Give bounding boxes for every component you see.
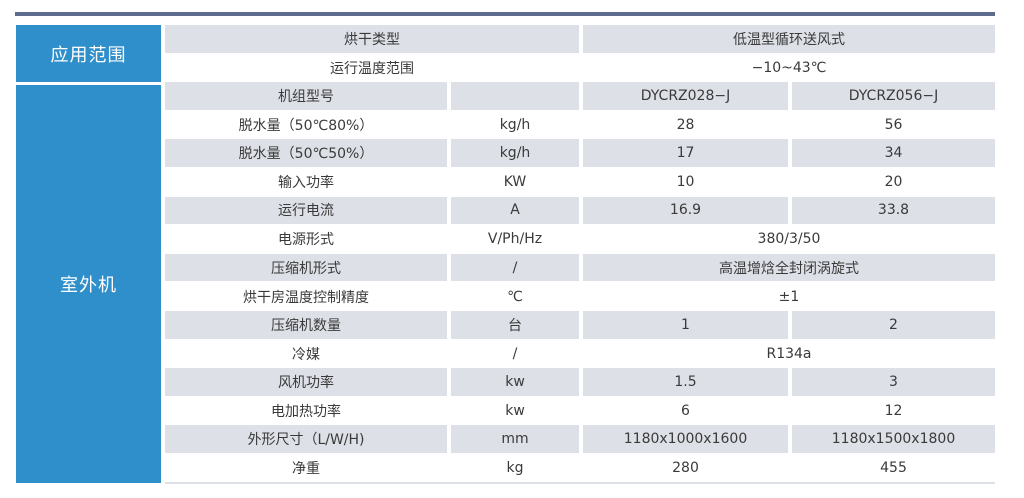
spec-value: 33.8 <box>792 196 995 225</box>
spec-label: 压缩机形式 <box>165 253 447 282</box>
spec-value: 17 <box>583 139 788 167</box>
spec-value: DYCRZ028−J <box>583 82 788 110</box>
spec-label: 外形尺寸（L/W/H) <box>165 425 447 453</box>
spec-value: 28 <box>676 117 695 134</box>
section-outdoor-unit: 室外机 <box>16 85 161 483</box>
spec-label: 输入功率 <box>278 175 334 192</box>
top-divider <box>15 12 995 16</box>
bottom-divider <box>165 482 995 484</box>
spec-value: 10 <box>676 174 695 191</box>
spec-unit: / <box>512 345 518 362</box>
table-row: 输入功率 KW 10 20 <box>165 168 995 197</box>
spec-value: DYCRZ056−J <box>792 82 995 110</box>
spec-unit: kw <box>505 403 525 420</box>
table-row: 烘干房温度控制精度 ℃ ±1 <box>165 282 995 311</box>
table-row: 机组型号 DYCRZ028−J DYCRZ056−J <box>165 82 995 111</box>
table-row: 运行电流 A 16.9 33.8 <box>165 196 995 226</box>
spec-label: 净重 <box>292 461 320 478</box>
spec-label: 电源形式 <box>278 232 334 249</box>
spec-label: 运行温度范围 <box>330 60 414 77</box>
spec-unit: kw <box>451 368 579 396</box>
spec-unit: ℃ <box>507 288 523 305</box>
table-row: 外形尺寸（L/W/H) mm 1180x1000x1600 1180x1500x180… <box>165 425 995 454</box>
spec-label: 电加热功率 <box>271 404 341 421</box>
spec-value: 1.5 <box>583 368 788 396</box>
table-row: 冷媒 / R134a <box>165 340 995 369</box>
table-row: 脱水量（50℃50%） kg/h 17 34 <box>165 139 995 168</box>
spec-value: 56 <box>884 117 903 134</box>
spec-unit: kg/h <box>451 139 579 167</box>
spec-table: 烘干类型 低温型循环送风式运行温度范围 −10~43℃ 机组型号 DYCRZ028−J D… <box>165 25 995 483</box>
spec-label: 脱水量（50℃80%） <box>238 118 374 135</box>
table-row: 压缩机数量台 1 2 <box>165 310 995 340</box>
spec-value: ±1 <box>778 288 800 305</box>
spec-value: 低温型循环送风式 <box>583 25 995 53</box>
spec-unit: mm <box>451 425 579 453</box>
spec-value: 1180x1500x1800 <box>792 425 995 453</box>
spec-unit: 台 <box>451 310 579 339</box>
spec-value: 12 <box>884 403 903 420</box>
spec-value: 20 <box>884 174 903 191</box>
spec-label: 运行电流 <box>165 196 447 225</box>
spec-value: R134a <box>766 345 812 362</box>
section-application: 应用范围 <box>16 25 161 82</box>
table-row: 电加热功率 kw 6 12 <box>165 397 995 426</box>
spec-unit: KW <box>503 174 527 191</box>
table-row: 风机功率 kw 1.5 3 <box>165 368 995 397</box>
spec-unit: / <box>451 253 579 282</box>
spec-value: 2 <box>792 310 995 339</box>
spec-label: 风机功率 <box>165 368 447 396</box>
table-row: 压缩机形式 / 高温增焓全封闭涡旋式 <box>165 253 995 283</box>
spec-label: 机组型号 <box>165 82 447 110</box>
spec-label: 压缩机数量 <box>165 310 447 339</box>
spec-unit: A <box>451 196 579 225</box>
spec-value: 3 <box>792 368 995 396</box>
table-row: 净重 kg 280 455 <box>165 454 995 483</box>
spec-value: 280 <box>672 460 699 477</box>
table-row: 烘干类型 低温型循环送风式 <box>165 25 995 54</box>
table-row: 电源形式 V/Ph/Hz 380/3/50 <box>165 225 995 254</box>
spec-label: 脱水量（50℃50%） <box>165 139 447 167</box>
spec-value: 34 <box>792 139 995 167</box>
spec-unit: V/Ph/Hz <box>487 231 543 248</box>
table-row: 脱水量（50℃80%） kg/h 28 56 <box>165 111 995 140</box>
spec-value: 6 <box>681 403 690 420</box>
spec-label: 烘干类型 <box>165 25 579 53</box>
spec-unit <box>451 82 579 110</box>
spec-unit: kg <box>506 460 524 477</box>
spec-value: 高温增焓全封闭涡旋式 <box>583 253 995 282</box>
table-row: 运行温度范围 −10~43℃ <box>165 54 995 83</box>
spec-value: 455 <box>880 460 907 477</box>
spec-value: 1180x1000x1600 <box>583 425 788 453</box>
spec-value: 1 <box>583 310 788 339</box>
spec-label: 冷媒 <box>292 346 320 363</box>
spec-value: −10~43℃ <box>751 59 827 76</box>
spec-value: 16.9 <box>583 196 788 225</box>
spec-label: 烘干房温度控制精度 <box>243 289 369 306</box>
spec-unit: kg/h <box>499 117 531 134</box>
spec-value: 380/3/50 <box>757 231 821 248</box>
